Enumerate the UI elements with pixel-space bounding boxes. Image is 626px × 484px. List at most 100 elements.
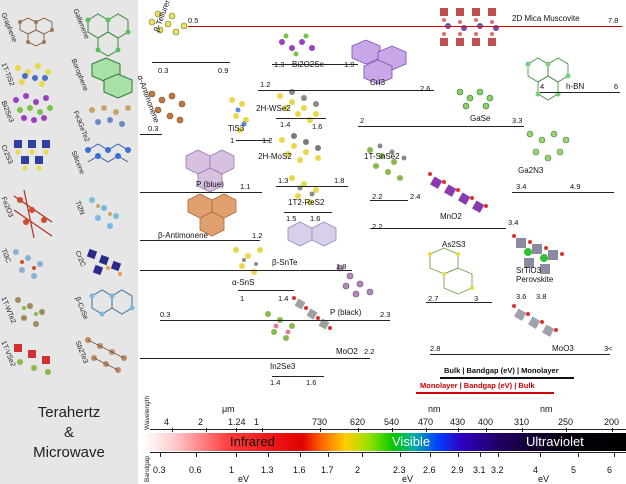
wavelength-axis-label: Wavelength	[144, 395, 151, 430]
wavelength-tick-label: 310	[514, 417, 530, 427]
val-tis3-right: 1.2	[262, 136, 273, 145]
legend-monolayer: Monolayer | Bandgap (eV) | Bulk	[420, 381, 535, 390]
val-wse2-right: 1.6	[312, 122, 323, 131]
val-hbn-right: 6	[614, 82, 619, 91]
label-moo2: MoO2	[336, 347, 358, 356]
bandgap-tick-label: 2.9	[451, 465, 464, 475]
bandgap-tick-label: 1.6	[293, 465, 306, 475]
bar-snse2	[370, 200, 408, 201]
val-snse2-left: 2.2	[372, 192, 383, 201]
label-mica: 2D Mica Muscovite	[512, 14, 580, 23]
label-p-black: P (black)	[330, 308, 362, 317]
left-panel: Graphene Gallenene 1T-TiS2 Borophene Bi2…	[0, 0, 138, 484]
bandgap-tick	[160, 452, 161, 457]
val-cri3-left: 1.2	[260, 80, 271, 89]
label-alpha-antimonene: α-Antimonene	[135, 74, 162, 125]
wavelength-tick	[458, 428, 459, 432]
val-antimonene-b: 1.2	[252, 231, 263, 240]
label-moo3: MoO3	[552, 344, 574, 353]
val-moo3-right: 3<	[604, 344, 613, 353]
bandgap-tick	[540, 452, 541, 457]
label-1t-snse2: 1T-SnSe2	[364, 152, 400, 161]
bandgap-tick-label: 3.1	[473, 465, 486, 475]
label-gase: GaSe	[470, 114, 491, 123]
legend-mono-line	[416, 392, 554, 394]
left-title-line3: Microwave	[33, 444, 105, 461]
val-mos2-right: 1.8	[334, 176, 345, 185]
val-mno2-right: 3.4	[508, 218, 519, 227]
wavelength-tick-label: 430	[450, 417, 466, 427]
wavelength-tick-label: 400	[478, 417, 494, 427]
bandgap-tick-label: 2.6	[423, 465, 436, 475]
val-as2s3-left: 2.7	[428, 294, 439, 303]
label-beta-antimonene: β-Antimonene	[158, 231, 208, 240]
wavelength-tick-label: 620	[350, 417, 366, 427]
val-tellurene-left: 0.3	[158, 66, 169, 75]
bandgap-axis-label: Bandgap	[144, 455, 151, 482]
wavelength-tick-label: 540	[384, 417, 400, 427]
wavelength-tick	[358, 428, 359, 432]
label-in2se3: In2Se3	[270, 362, 296, 371]
bar-gase	[358, 126, 524, 127]
label-alpha-sns: α-SnS	[232, 278, 255, 287]
bar-pblack	[160, 320, 390, 321]
bandgap-tick	[400, 452, 401, 457]
val-bi2o2se-left: 1.3	[274, 60, 285, 69]
unit-um: μm	[222, 404, 235, 414]
bandgap-tick	[362, 452, 363, 457]
bar-cri3	[258, 90, 434, 91]
val-moo2: 2.2	[364, 347, 375, 356]
bar-res2	[284, 212, 332, 213]
wavelength-tick-label: 470	[418, 417, 434, 427]
unit-ev-2: eV	[402, 474, 414, 484]
val-snse2-right: 2.4	[410, 192, 421, 201]
val-mos2-left: 1.3	[278, 176, 289, 185]
bandgap-tick	[498, 452, 499, 457]
val-srtio3-left: 3.6	[516, 292, 527, 301]
wavelength-tick	[262, 428, 263, 432]
legend-bulk: Bulk | Bandgap (eV) | Monolayer	[444, 366, 559, 375]
val-ga2n3-left: 3.4	[516, 182, 527, 191]
bar-sns	[238, 290, 294, 291]
val-in2se3-left: 1.4	[270, 378, 281, 387]
bar-hbn	[540, 92, 620, 93]
label-1t2-res2: 1T2-ReS2	[288, 198, 325, 207]
val-pblack-right: 2.3	[380, 310, 391, 319]
label-2h-mos2: 2H-MoS2	[258, 152, 292, 161]
region-visible: Visible	[392, 434, 431, 449]
val-hbn-left: 4	[540, 82, 545, 91]
label-beta-tellurene: β-Tellurene	[152, 0, 175, 34]
bar-tis3	[236, 140, 270, 141]
val-res2-right: 1.6	[310, 214, 321, 223]
bandgap-tick	[236, 452, 237, 457]
label-tis3: TiS3	[228, 124, 245, 133]
unit-ev-1: eV	[238, 474, 250, 484]
wavelength-tick	[522, 428, 523, 432]
label-p-blue: P (blue)	[196, 180, 224, 189]
bar-bi2o2se	[272, 64, 358, 65]
bandgap-axis	[150, 452, 626, 453]
region-ultraviolet: Ultraviolet	[526, 434, 584, 449]
val-moo3-left: 2.8	[430, 344, 441, 353]
bar-mos2	[276, 186, 348, 187]
bar-snte	[140, 270, 352, 271]
label-as2s3: As2S3	[442, 240, 466, 249]
wavelength-tick-label: 2	[198, 417, 204, 427]
unit-ev-3: eV	[538, 474, 550, 484]
wavelength-tick-label: 250	[558, 417, 574, 427]
bandgap-tick-label: 4	[533, 465, 539, 475]
val-as2s3-right: 3	[474, 294, 479, 303]
bandgap-tick	[268, 452, 269, 457]
label-hbn: h-BN	[566, 82, 585, 91]
legend-bulk-line	[440, 377, 574, 379]
label-beta-snte: β-SnTe	[272, 258, 298, 267]
val-sns-right: 1.4	[278, 294, 289, 303]
unit-nm-1: nm	[428, 404, 441, 414]
wavelength-axis	[150, 429, 626, 430]
bar-antimonene-b	[140, 240, 260, 241]
val-bi2o2se-right: 1.9	[344, 60, 355, 69]
val-antimonene-a: 0.3	[148, 124, 159, 133]
val-muscovite-right: 7.8	[608, 16, 619, 25]
unit-nm-2: nm	[540, 404, 553, 414]
